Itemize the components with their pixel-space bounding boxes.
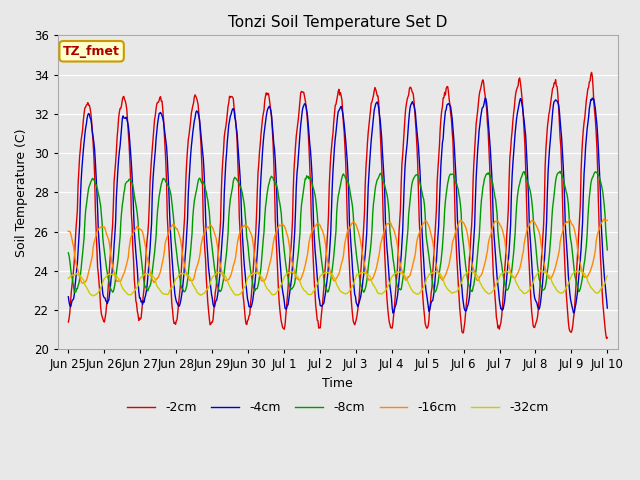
-16cm: [131, 228, 138, 234]
-16cm: [404, 274, 412, 280]
-8cm: [556, 168, 564, 174]
-8cm: [604, 247, 611, 253]
-16cm: [79, 280, 86, 286]
-2cm: [588, 70, 595, 75]
-4cm: [420, 257, 428, 263]
-32cm: [420, 284, 428, 290]
X-axis label: Time: Time: [323, 377, 353, 390]
-8cm: [420, 196, 428, 202]
-2cm: [603, 336, 611, 341]
-2cm: [419, 295, 427, 301]
-2cm: [65, 319, 72, 325]
Line: -16cm: -16cm: [68, 219, 607, 283]
-8cm: [131, 192, 138, 198]
Line: -8cm: -8cm: [68, 171, 607, 292]
-4cm: [184, 190, 192, 196]
Title: Tonzi Soil Temperature Set D: Tonzi Soil Temperature Set D: [228, 15, 447, 30]
-2cm: [403, 96, 411, 102]
-32cm: [74, 272, 82, 278]
-16cm: [604, 217, 611, 223]
-32cm: [65, 276, 72, 281]
-2cm: [184, 137, 192, 143]
-8cm: [70, 289, 78, 295]
-8cm: [404, 227, 412, 233]
-16cm: [420, 220, 428, 226]
-2cm: [74, 181, 82, 187]
-32cm: [214, 269, 221, 275]
-2cm: [213, 277, 221, 283]
-16cm: [65, 228, 72, 234]
-32cm: [131, 288, 138, 294]
-8cm: [185, 262, 193, 268]
Y-axis label: Soil Temperature (C): Soil Temperature (C): [15, 128, 28, 257]
Line: -32cm: -32cm: [68, 271, 607, 296]
-32cm: [577, 268, 584, 274]
-2cm: [130, 258, 138, 264]
-16cm: [74, 268, 82, 274]
-16cm: [185, 276, 193, 282]
-2cm: [604, 335, 611, 340]
Text: TZ_fmet: TZ_fmet: [63, 45, 120, 58]
-4cm: [65, 294, 72, 300]
-32cm: [89, 293, 97, 299]
-4cm: [589, 95, 596, 101]
-32cm: [185, 273, 193, 279]
-8cm: [214, 283, 221, 289]
Line: -4cm: -4cm: [68, 98, 607, 313]
-4cm: [404, 130, 412, 135]
-16cm: [600, 216, 608, 222]
-32cm: [404, 279, 412, 285]
-8cm: [65, 250, 72, 256]
-32cm: [604, 273, 611, 279]
-4cm: [389, 310, 397, 316]
-4cm: [604, 305, 611, 311]
-16cm: [214, 244, 221, 250]
-4cm: [213, 297, 221, 303]
-4cm: [130, 209, 138, 215]
Line: -2cm: -2cm: [68, 72, 607, 338]
-8cm: [75, 281, 83, 287]
Legend: -2cm, -4cm, -8cm, -16cm, -32cm: -2cm, -4cm, -8cm, -16cm, -32cm: [122, 396, 553, 420]
-4cm: [74, 248, 82, 254]
